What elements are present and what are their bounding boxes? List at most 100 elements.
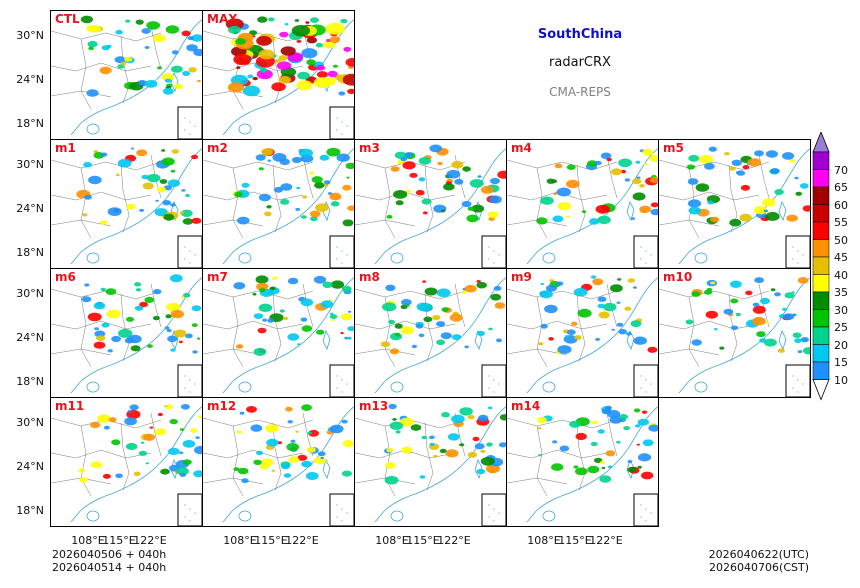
reflectivity-cell	[469, 179, 484, 188]
reflectivity-cell	[590, 275, 597, 279]
reflectivity-cell	[252, 292, 257, 296]
reflectivity-cell	[338, 91, 346, 96]
reflectivity-cell	[152, 315, 160, 321]
reflectivity-cell	[326, 147, 341, 157]
reflectivity-cell	[111, 335, 121, 343]
reflectivity-cell	[169, 274, 183, 283]
reflectivity-cell	[313, 275, 327, 284]
reflectivity-cell	[384, 462, 396, 469]
inset-island	[189, 121, 191, 123]
inset-island	[802, 383, 804, 385]
reflectivity-cell	[753, 206, 768, 215]
reflectivity-cell	[730, 298, 739, 304]
reflectivity-cell	[592, 278, 604, 286]
map-canvas	[203, 275, 354, 397]
reflectivity-cell	[633, 408, 641, 413]
colorbar-tick-label: 25	[834, 321, 848, 334]
reflectivity-cell	[437, 161, 443, 166]
reflectivity-cell	[165, 314, 172, 319]
reflectivity-cell	[447, 433, 460, 441]
inset-island	[341, 520, 343, 522]
reflectivity-cell	[183, 292, 191, 298]
reflectivity-cell	[736, 170, 746, 176]
reflectivity-cell	[393, 190, 408, 199]
reflectivity-cell	[386, 215, 393, 219]
reflectivity-cell	[145, 462, 149, 465]
reflectivity-cell	[249, 30, 258, 36]
inset-island	[493, 520, 495, 522]
reflectivity-cell	[409, 172, 418, 178]
reflectivity-cell	[705, 310, 718, 319]
colorbar-tick-label: 30	[834, 303, 848, 317]
reflectivity-cell	[164, 78, 172, 83]
reflectivity-cell	[540, 323, 548, 329]
reflectivity-cell	[340, 313, 353, 321]
inset-island	[498, 512, 500, 514]
province-border	[120, 293, 130, 362]
reflectivity-cell	[93, 302, 106, 310]
reflectivity-cell	[295, 207, 301, 211]
reflectivity-cell	[197, 79, 201, 83]
reflectivity-cell	[597, 215, 611, 225]
reflectivity-cell	[635, 424, 641, 428]
hainan-island	[390, 510, 404, 522]
inset-island	[336, 246, 338, 248]
reflectivity-cell	[130, 345, 141, 352]
reflectivity-cell	[161, 157, 175, 166]
reflectivity-cell	[616, 322, 624, 327]
province-border	[203, 191, 304, 201]
taiwan-island	[322, 458, 331, 480]
reflectivity-cell	[605, 450, 616, 457]
map-panel-max: MAX	[202, 10, 355, 140]
colorbar-segment	[812, 344, 830, 363]
map-panel-m3: m3	[354, 139, 507, 269]
reflectivity-cell	[284, 23, 289, 26]
reflectivity-cell	[167, 179, 180, 187]
inset-island	[650, 383, 652, 385]
panel-label: m13	[359, 399, 389, 413]
reflectivity-cell	[162, 87, 174, 95]
reflectivity-cell	[394, 333, 401, 337]
reflectivity-cell	[439, 448, 447, 454]
reflectivity-cell	[626, 332, 632, 336]
reflectivity-cell	[126, 316, 134, 322]
init-time-cst: 2026040514 + 040h	[52, 561, 167, 574]
reflectivity-cell	[138, 450, 148, 456]
reflectivity-cell	[134, 305, 144, 311]
panel-label: m11	[55, 399, 85, 413]
coastline	[70, 19, 202, 136]
reflectivity-cell	[297, 343, 301, 346]
reflectivity-cell	[347, 205, 354, 211]
reflectivity-cell	[472, 436, 480, 442]
reflectivity-cell	[610, 284, 623, 293]
province-border	[150, 412, 162, 457]
reflectivity-cell	[329, 192, 342, 201]
reflectivity-cell	[345, 162, 354, 170]
inset-island	[640, 375, 642, 377]
reflectivity-cell	[467, 206, 475, 211]
reflectivity-cell	[319, 154, 330, 161]
map-canvas	[51, 147, 202, 268]
hainan-island	[86, 252, 100, 264]
reflectivity-cell	[161, 149, 166, 152]
inset-island	[184, 516, 186, 518]
reflectivity-cell	[233, 467, 240, 472]
inset-island	[792, 258, 794, 260]
reflectivity-cell	[272, 276, 278, 280]
reflectivity-cell	[194, 445, 202, 455]
reflectivity-cell	[180, 404, 190, 410]
inset-island	[189, 379, 191, 381]
reflectivity-cell	[253, 459, 262, 465]
reflectivity-cell	[480, 456, 495, 466]
reflectivity-cell	[591, 420, 598, 425]
inset-island	[488, 516, 490, 518]
reflectivity-cell	[537, 427, 542, 430]
coastline	[374, 148, 506, 265]
reflectivity-cell	[695, 183, 710, 192]
reflectivity-cell	[595, 204, 610, 214]
reflectivity-cell	[144, 80, 158, 88]
colorbar-segment	[812, 361, 830, 380]
inset-island	[645, 379, 647, 381]
reflectivity-cell	[257, 327, 267, 334]
reflectivity-cell	[416, 302, 431, 312]
